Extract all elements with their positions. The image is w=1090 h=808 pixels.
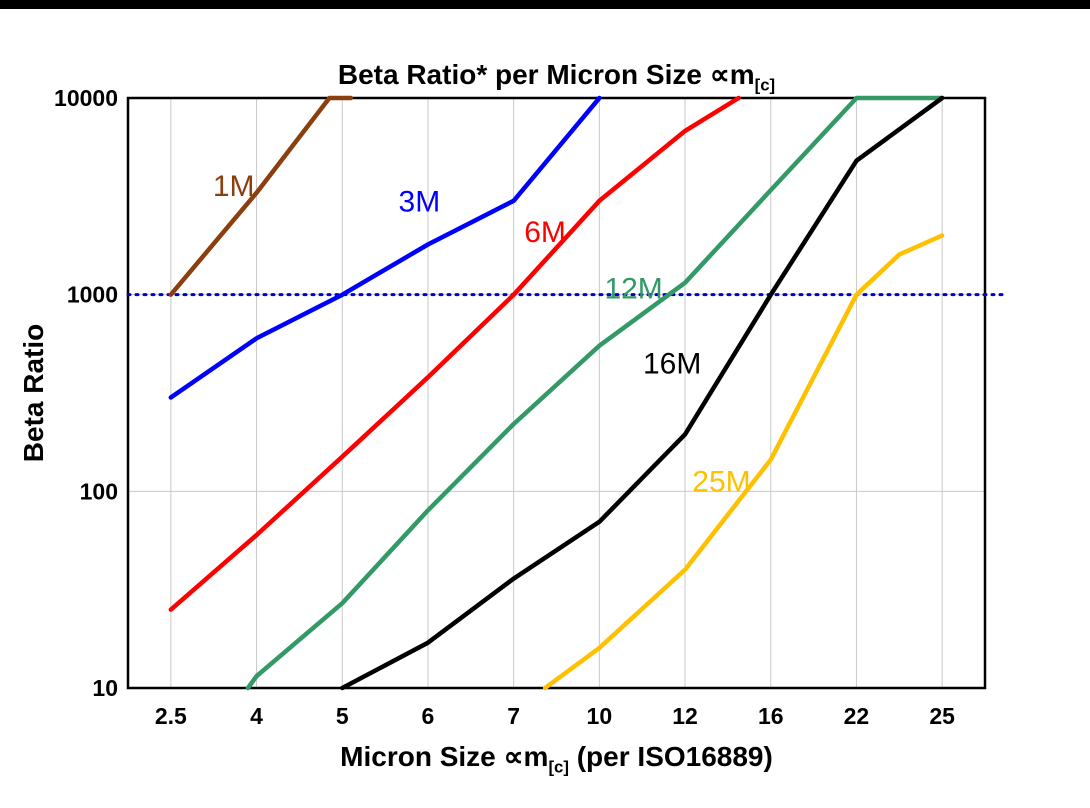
chart-title-subscript: [c] [754,75,776,95]
y-tick-label-10: 10 [92,675,118,701]
series-line-16M [340,95,945,691]
y-tick-label-100: 100 [80,478,118,504]
x-tick-label-2.5: 2.5 [155,703,187,729]
x-tick-label-25: 25 [929,703,955,729]
series-line-25M [542,233,945,691]
series-line-3M [168,95,602,400]
x-tick-label-12: 12 [672,703,698,729]
series-label-12M: 12M [604,273,662,306]
series-label-1M: 1M [213,170,255,203]
series-label-25M: 25M [692,465,750,498]
y-tick-label-1000: 1000 [67,282,118,308]
top-border-strip [0,0,1090,9]
chart-title: Beta Ratio* per Micron Size ∝m[c] [128,58,985,96]
y-tick-label-10000: 10000 [54,85,118,111]
series-line-6M [168,95,741,612]
x-tick-label-22: 22 [844,703,870,729]
x-axis-title-subscript: [c] [548,757,569,777]
series-line-1M [168,95,354,297]
series-label-3M: 3M [399,185,441,218]
x-tick-label-10: 10 [587,703,613,729]
chart-title-text: Beta Ratio* per Micron Size ∝m [337,59,755,90]
x-axis-title: Micron Size ∝m[c] (per ISO16889) [128,740,985,778]
series-label-6M: 6M [524,216,566,249]
plot-border [126,96,987,690]
x-tick-label-16: 16 [758,703,784,729]
x-tick-label-6: 6 [422,703,435,729]
x-tick-label-4: 4 [250,703,263,729]
x-axis-title-suffix: (per ISO16889) [568,741,773,772]
series-line-12M [245,95,945,691]
x-axis-title-text: Micron Size ∝m [340,741,549,772]
x-tick-label-7: 7 [507,703,520,729]
x-tick-label-5: 5 [336,703,349,729]
series-label-16M: 16M [643,347,701,380]
